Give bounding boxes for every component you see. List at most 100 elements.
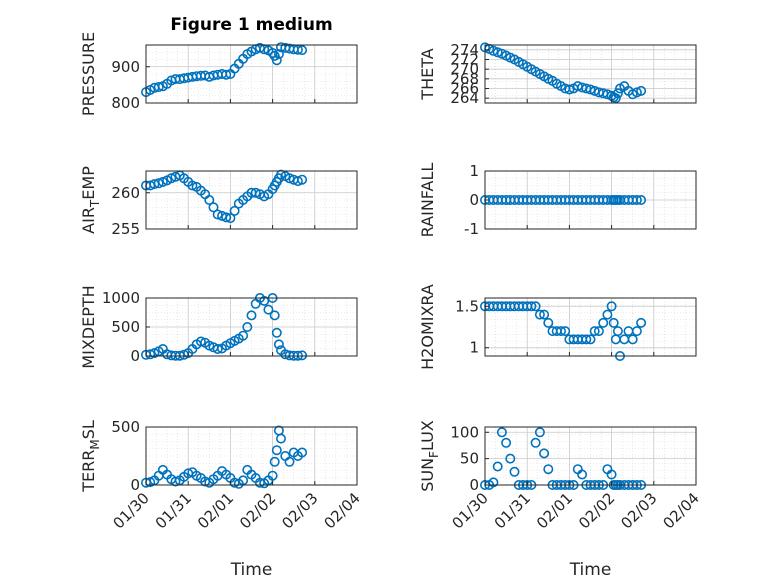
y-tick-label: 800 bbox=[111, 94, 140, 112]
data-point bbox=[581, 334, 592, 345]
y-axis-label: PRESSURE bbox=[79, 32, 98, 116]
data-point bbox=[539, 448, 550, 459]
data-point bbox=[636, 85, 647, 96]
x-tick-label: 02/02 bbox=[236, 489, 279, 532]
data-point bbox=[598, 317, 609, 328]
y-axis-label: SUNFLUX bbox=[418, 420, 441, 492]
data-point bbox=[505, 453, 516, 464]
x-axis-label: Time bbox=[230, 560, 273, 580]
y-tick-label: 272 bbox=[450, 51, 479, 69]
data-point bbox=[267, 47, 278, 58]
data-point bbox=[212, 209, 223, 220]
x-tick-label: 02/01 bbox=[533, 489, 576, 532]
data-point bbox=[612, 326, 623, 337]
axes-frame bbox=[484, 44, 697, 104]
data-point bbox=[221, 212, 232, 223]
y-tick-label: 1 bbox=[469, 162, 479, 180]
data-point bbox=[225, 213, 236, 224]
x-tick-label: 02/03 bbox=[617, 489, 660, 532]
x-tick-label: 01/30 bbox=[449, 489, 492, 532]
data-point bbox=[492, 47, 503, 58]
data-point bbox=[530, 301, 541, 312]
data-point bbox=[602, 309, 613, 320]
figure-title: Figure 1 medium bbox=[170, 15, 332, 35]
x-tick-label: 02/03 bbox=[278, 489, 321, 532]
x-tick-label: 01/31 bbox=[152, 489, 195, 532]
y-axis-label: AIRTEMP bbox=[79, 166, 102, 234]
data-point bbox=[492, 461, 503, 472]
data-point bbox=[271, 327, 282, 338]
subplot-1: 800 900 PRESSURE Figure 1 medium bbox=[79, 15, 358, 116]
data-point bbox=[496, 427, 507, 438]
y-tick-label: 1 bbox=[469, 339, 479, 357]
data-point bbox=[187, 180, 198, 191]
data-point bbox=[297, 350, 308, 361]
x-tick-label: 02/04 bbox=[321, 489, 364, 532]
subplot-4: -1 0 1 RAINFALL bbox=[418, 162, 697, 238]
data-point bbox=[229, 205, 240, 216]
axes-frame bbox=[145, 44, 358, 104]
y-tick-label: 500 bbox=[111, 418, 140, 436]
data-point bbox=[153, 178, 164, 189]
data-point bbox=[238, 330, 249, 341]
data-point bbox=[275, 433, 286, 444]
data-point bbox=[627, 334, 638, 345]
data-point bbox=[271, 55, 282, 66]
data-point bbox=[636, 195, 647, 206]
data-point bbox=[606, 301, 617, 312]
x-axis-label: Time bbox=[569, 560, 612, 580]
data-point bbox=[564, 84, 575, 95]
data-point bbox=[284, 173, 295, 184]
data-point bbox=[589, 326, 600, 337]
data-point bbox=[501, 437, 512, 448]
axes-frame bbox=[484, 297, 697, 357]
x-tick-label: 01/30 bbox=[110, 489, 153, 532]
data-point bbox=[263, 304, 274, 315]
data-point bbox=[292, 176, 303, 187]
data-point bbox=[534, 427, 545, 438]
y-tick-label: 50 bbox=[460, 450, 479, 468]
data-point bbox=[488, 477, 499, 488]
data-point bbox=[242, 321, 253, 332]
y-axis-label: TERRMSL bbox=[79, 420, 102, 493]
data-point bbox=[297, 447, 308, 458]
y-tick-label: 1.5 bbox=[455, 297, 479, 315]
axes-frame bbox=[145, 426, 358, 486]
axes-frame bbox=[484, 426, 697, 486]
data-point bbox=[539, 309, 550, 320]
data-point bbox=[221, 69, 232, 80]
data-point bbox=[153, 82, 164, 93]
data-point bbox=[593, 326, 604, 337]
data-point bbox=[509, 466, 520, 477]
data-point bbox=[526, 301, 537, 312]
data-point bbox=[636, 317, 647, 328]
axes-frame bbox=[145, 170, 358, 230]
x-tick-label: 02/01 bbox=[194, 489, 237, 532]
y-axis-label: MIXDEPTH bbox=[79, 285, 98, 368]
data-point bbox=[284, 456, 295, 467]
data-point bbox=[543, 464, 554, 475]
data-point bbox=[612, 88, 623, 99]
subplot-3: 255 260 AIRTEMP bbox=[79, 166, 358, 238]
data-point bbox=[606, 469, 617, 480]
data-point bbox=[631, 195, 642, 206]
data-point bbox=[560, 326, 571, 337]
data-point bbox=[610, 93, 621, 104]
data-point bbox=[246, 310, 257, 321]
y-tick-label: 0 bbox=[469, 191, 479, 209]
y-axis-label: RAINFALL bbox=[418, 163, 437, 238]
data-point bbox=[170, 476, 181, 487]
y-tick-label: 268 bbox=[450, 70, 479, 88]
y-tick-label: 260 bbox=[111, 184, 140, 202]
y-tick-label: -1 bbox=[464, 220, 479, 238]
data-point bbox=[585, 334, 596, 345]
data-point bbox=[267, 470, 278, 481]
y-tick-label: 266 bbox=[450, 80, 479, 98]
data-point bbox=[585, 84, 596, 95]
x-tick-label: 01/31 bbox=[491, 489, 534, 532]
data-point bbox=[208, 202, 219, 213]
